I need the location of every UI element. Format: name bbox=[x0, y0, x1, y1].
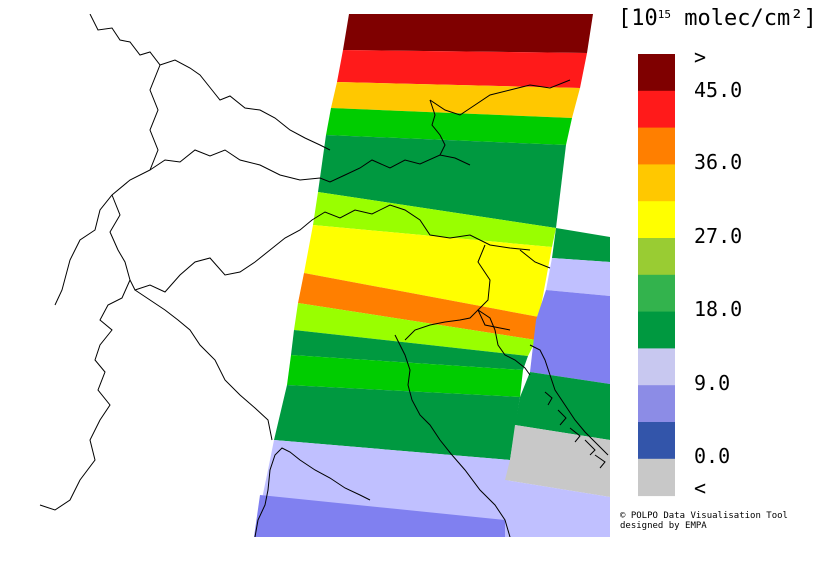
legend-swatch bbox=[638, 458, 675, 497]
legend-label: 27.0 bbox=[694, 224, 743, 248]
swath-band bbox=[287, 355, 523, 397]
swath-band-east-green bbox=[552, 228, 610, 262]
legend-swatch bbox=[638, 90, 675, 129]
swath-band bbox=[274, 385, 520, 460]
legend-unit-title: [1015 molec/cm²] bbox=[618, 6, 813, 31]
legend-swatch bbox=[638, 385, 675, 423]
legend-swatch bbox=[638, 164, 675, 202]
country-borders bbox=[39, 14, 609, 537]
legend-label: 9.0 bbox=[694, 371, 731, 395]
satellite-swath bbox=[254, 14, 610, 537]
legend-label: < bbox=[694, 476, 707, 500]
credit-line-1: © POLPO Data Visualisation Tool bbox=[620, 511, 788, 521]
swath-band-east-lavender2 bbox=[505, 480, 610, 537]
legend-label: > bbox=[694, 45, 707, 69]
credit-line-2: designed by EMPA bbox=[620, 521, 707, 531]
legend-swatch bbox=[638, 54, 675, 92]
legend-colorbar bbox=[638, 54, 675, 497]
legend-label: 45.0 bbox=[694, 78, 743, 102]
legend-swatch bbox=[638, 201, 675, 239]
legend-swatch bbox=[638, 422, 675, 460]
legend-swatch bbox=[638, 348, 675, 386]
swath-band-east-green2 bbox=[515, 372, 610, 440]
swath-band-east-blue bbox=[530, 290, 610, 384]
swath-band bbox=[254, 495, 505, 537]
legend-swatch bbox=[638, 127, 675, 165]
legend-label: 18.0 bbox=[694, 297, 743, 321]
swath-band-east-lavender bbox=[546, 258, 610, 296]
swath-band-east-grey bbox=[505, 425, 610, 497]
legend-swatch bbox=[638, 311, 675, 349]
swath-band bbox=[298, 273, 539, 340]
swath-band bbox=[331, 82, 580, 118]
legend-swatch bbox=[638, 238, 675, 276]
swath-band bbox=[326, 108, 572, 145]
swath-band bbox=[318, 135, 566, 228]
swath-band bbox=[304, 225, 552, 317]
legend-label: 36.0 bbox=[694, 150, 743, 174]
credit-text: © POLPO Data Visualisation Tool designed… bbox=[620, 511, 788, 531]
swath-band bbox=[313, 192, 556, 247]
swath-band bbox=[291, 330, 528, 370]
swath-band bbox=[337, 50, 587, 88]
croatian-islands bbox=[544, 391, 606, 469]
legend-swatch bbox=[638, 274, 675, 313]
swath-band bbox=[343, 14, 593, 53]
legend-label: 0.0 bbox=[694, 444, 731, 468]
